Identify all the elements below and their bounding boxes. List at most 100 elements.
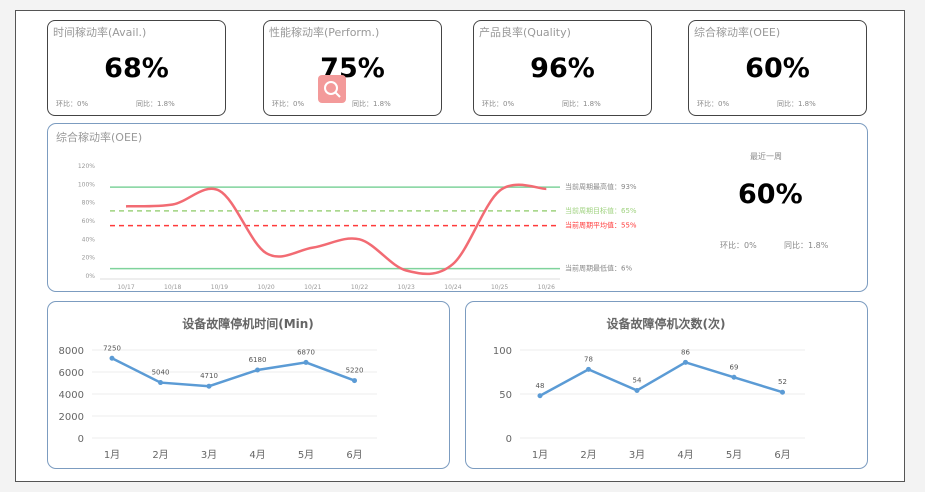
card-mom: 环比：0% — [56, 100, 89, 108]
data-point — [780, 389, 785, 395]
x-tick-label: 2月 — [152, 449, 168, 461]
y-tick-label: 50 — [499, 390, 512, 401]
card-title: 时间稼动率(Avail.) — [53, 26, 147, 39]
kpi-card-performance: 性能稼动率(Perform.) 75% 环比：0% 同比：1.8% — [263, 20, 442, 116]
y-tick-label: 6000 — [59, 368, 84, 379]
zoom-search-button[interactable] — [318, 75, 346, 103]
data-point — [731, 374, 737, 380]
kpi-card-availability: 时间稼动率(Avail.) 68% 环比：0% 同比：1.8% — [47, 20, 226, 116]
x-tick-label: 10/20 — [257, 284, 274, 291]
x-tick-label: 10/23 — [398, 284, 415, 291]
data-label: 5040 — [152, 369, 170, 377]
data-point — [109, 355, 115, 361]
card-mom: 环比：0% — [272, 100, 305, 108]
data-point — [537, 393, 543, 399]
data-label: 54 — [633, 376, 642, 384]
card-value: 60% — [745, 53, 810, 84]
x-tick-label: 6月 — [774, 449, 790, 461]
card-value: 68% — [104, 53, 169, 84]
recent-week-mom: 环比：0% — [720, 241, 757, 250]
data-label: 7250 — [103, 344, 121, 352]
x-tick-label: 4月 — [677, 449, 693, 461]
chart-title: 设备故障停机时间(Min) — [182, 316, 314, 331]
y-tick-label: 0 — [78, 434, 84, 445]
data-point — [352, 378, 357, 384]
y-tick-label: 2000 — [59, 412, 84, 423]
data-point — [158, 380, 163, 386]
x-tick-label: 10/24 — [444, 284, 461, 291]
oee-panel-title: 综合稼动率(OEE) — [56, 131, 143, 144]
data-point — [303, 359, 309, 365]
downtime-count-panel — [465, 301, 868, 469]
data-point — [586, 366, 591, 372]
data-point — [683, 359, 688, 365]
x-tick-label: 10/22 — [351, 284, 368, 291]
data-label: 69 — [730, 363, 739, 371]
y-tick-label: 100% — [78, 181, 95, 188]
card-mom: 环比：0% — [697, 100, 730, 108]
data-label: 48 — [536, 382, 545, 390]
y-tick-label: 0 — [506, 434, 512, 445]
y-tick-label: 20% — [82, 255, 96, 262]
x-tick-label: 4月 — [249, 449, 265, 461]
card-title: 产品良率(Quality) — [479, 26, 571, 39]
y-tick-label: 60% — [82, 218, 96, 225]
kpi-card-quality: 产品良率(Quality) 96% 环比：0% 同比：1.8% — [473, 20, 652, 116]
x-tick-label: 5月 — [726, 449, 742, 461]
y-tick-label: 120% — [78, 163, 95, 170]
y-tick-label: 80% — [82, 200, 96, 207]
kpi-card-oee: 综合稼动率(OEE) 60% 环比：0% 同比：1.8% — [688, 20, 867, 116]
y-tick-label: 100 — [493, 346, 512, 357]
card-mom: 环比：0% — [482, 100, 515, 108]
card-yoy: 同比：1.8% — [777, 100, 816, 108]
x-tick-label: 1月 — [532, 449, 548, 461]
card-title: 综合稼动率(OEE) — [694, 26, 781, 39]
reference-line-label: 当前周期最高值：93% — [565, 182, 637, 191]
x-tick-label: 3月 — [629, 449, 645, 461]
oee-panel: 综合稼动率(OEE) 最近一周 60% 环比：0% 同比：1.8% — [47, 123, 868, 292]
data-label: 86 — [681, 348, 690, 356]
x-tick-label: 10/26 — [538, 284, 555, 291]
recent-week-yoy: 同比：1.8% — [784, 241, 829, 250]
data-point — [206, 383, 212, 389]
data-point — [255, 367, 260, 373]
x-tick-label: 10/18 — [164, 284, 181, 291]
x-tick-label: 3月 — [201, 449, 217, 461]
x-tick-label: 2月 — [580, 449, 596, 461]
data-label: 4710 — [200, 372, 218, 380]
series-line — [111, 357, 355, 388]
reference-line-label: 当前周期平均值：55% — [565, 221, 637, 230]
y-tick-label: 8000 — [59, 346, 84, 357]
x-tick-label: 5月 — [298, 449, 314, 461]
chart-title: 设备故障停机次数(次) — [607, 316, 726, 331]
y-tick-label: 0% — [85, 273, 95, 280]
data-label: 6870 — [297, 348, 315, 356]
downtime-minutes-panel — [47, 301, 450, 469]
reference-line-label: 当前周期目标值：65% — [565, 206, 637, 215]
data-label: 52 — [778, 378, 787, 386]
reference-line-label: 当前周期最低值：6% — [565, 264, 632, 273]
card-yoy: 同比：1.8% — [562, 100, 601, 108]
data-point — [634, 387, 640, 393]
x-tick-label: 10/25 — [491, 284, 508, 291]
card-yoy: 同比：1.8% — [136, 100, 175, 108]
x-tick-label: 10/17 — [117, 284, 134, 291]
x-tick-label: 1月 — [104, 449, 120, 461]
data-label: 5220 — [346, 367, 364, 375]
data-label: 78 — [584, 355, 593, 363]
x-tick-label: 10/21 — [304, 284, 321, 291]
recent-week-value: 60% — [738, 179, 803, 210]
x-tick-label: 10/19 — [211, 284, 228, 291]
search-icon — [324, 81, 341, 98]
y-tick-label: 4000 — [59, 390, 84, 401]
card-value: 96% — [530, 53, 595, 84]
recent-week-label: 最近一周 — [750, 152, 782, 161]
card-yoy: 同比：1.8% — [352, 100, 391, 108]
series-line — [539, 360, 783, 397]
data-label: 6180 — [249, 356, 267, 364]
x-tick-label: 6月 — [346, 449, 362, 461]
y-tick-label: 40% — [82, 236, 96, 243]
